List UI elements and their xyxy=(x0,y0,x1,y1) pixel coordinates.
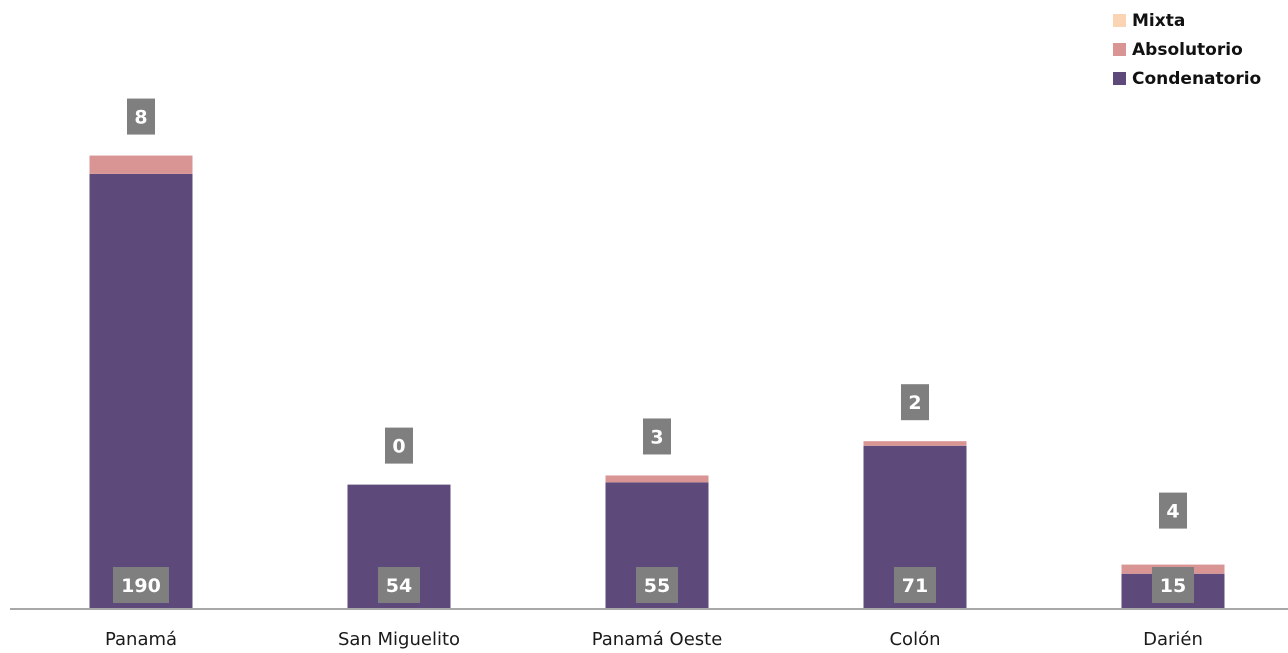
bar-condenatorio-panama xyxy=(89,173,193,609)
data-label-condenatorio-panama-box xyxy=(113,567,169,603)
data-label-absolutorio-panama-text: 8 xyxy=(134,107,147,129)
bars-group xyxy=(89,155,1225,609)
data-labels: 190 8 54 0 55 3 71 2 15 4 xyxy=(113,98,1194,603)
data-label-absolutorio-san-miguelito-box xyxy=(385,427,413,464)
data-label-condenatorio-darien-text: 15 xyxy=(1160,575,1186,597)
category-labels: Panamá San Miguelito Panamá Oeste Colón Dari… xyxy=(105,629,1203,650)
legend-item-condenatorio: Condenatorio xyxy=(1113,64,1261,93)
legend-label-mixta: Mixta xyxy=(1132,10,1186,31)
data-label-condenatorio-colon-text: 71 xyxy=(902,575,928,597)
legend-label-condenatorio: Condenatorio xyxy=(1132,68,1262,89)
legend-label-absolutorio: Absolutorio xyxy=(1132,39,1243,60)
data-label-absolutorio-darien-box xyxy=(1159,492,1187,529)
category-label-colon: Colón xyxy=(889,629,940,650)
data-label-absolutorio-panama-oeste-box xyxy=(643,418,671,455)
data-label-absolutorio-colon-box xyxy=(901,384,929,421)
legend: Mixta Absolutorio Condenatorio xyxy=(1113,6,1261,93)
data-label-condenatorio-san-miguelito: 54 xyxy=(378,567,420,603)
data-label-absolutorio-san-miguelito: 0 xyxy=(385,427,413,464)
category-label-panama-oeste: Panamá Oeste xyxy=(592,629,723,650)
data-label-absolutorio-panama: 8 xyxy=(127,98,155,135)
legend-swatch-mixta xyxy=(1113,14,1126,27)
data-label-condenatorio-panama-oeste-box xyxy=(636,567,678,603)
data-label-condenatorio-panama-text: 190 xyxy=(121,575,161,597)
data-label-absolutorio-colon: 2 xyxy=(901,384,929,421)
data-label-absolutorio-darien-text: 4 xyxy=(1166,501,1179,523)
data-label-condenatorio-darien: 15 xyxy=(1152,567,1194,603)
data-label-condenatorio-colon: 71 xyxy=(894,567,936,603)
category-label-darien: Darién xyxy=(1143,629,1203,650)
bar-absolutorio-panama-oeste xyxy=(605,475,709,483)
legend-item-absolutorio: Absolutorio xyxy=(1113,35,1261,64)
category-label-panama: Panamá xyxy=(105,629,177,650)
legend-swatch-absolutorio xyxy=(1113,43,1126,56)
data-label-absolutorio-san-miguelito-text: 0 xyxy=(392,436,405,458)
data-label-condenatorio-san-miguelito-text: 54 xyxy=(386,575,412,597)
data-label-condenatorio-colon-box xyxy=(894,567,936,603)
data-label-absolutorio-panama-box xyxy=(127,98,155,135)
data-label-condenatorio-san-miguelito-box xyxy=(378,567,420,603)
category-label-san-miguelito: San Miguelito xyxy=(338,629,460,650)
data-label-condenatorio-panama-oeste: 55 xyxy=(636,567,678,603)
legend-swatch-condenatorio xyxy=(1113,72,1126,85)
bar-absolutorio-panama xyxy=(89,155,193,174)
data-label-condenatorio-panama: 190 xyxy=(113,567,169,603)
legend-item-mixta: Mixta xyxy=(1113,6,1261,35)
data-label-absolutorio-darien: 4 xyxy=(1159,492,1187,529)
bar-absolutorio-colon xyxy=(863,441,967,446)
data-label-condenatorio-panama-oeste-text: 55 xyxy=(644,575,670,597)
data-label-condenatorio-darien-box xyxy=(1152,567,1194,603)
data-label-absolutorio-panama-oeste: 3 xyxy=(643,418,671,455)
data-label-absolutorio-panama-oeste-text: 3 xyxy=(650,426,663,448)
data-label-absolutorio-colon-text: 2 xyxy=(908,392,921,414)
